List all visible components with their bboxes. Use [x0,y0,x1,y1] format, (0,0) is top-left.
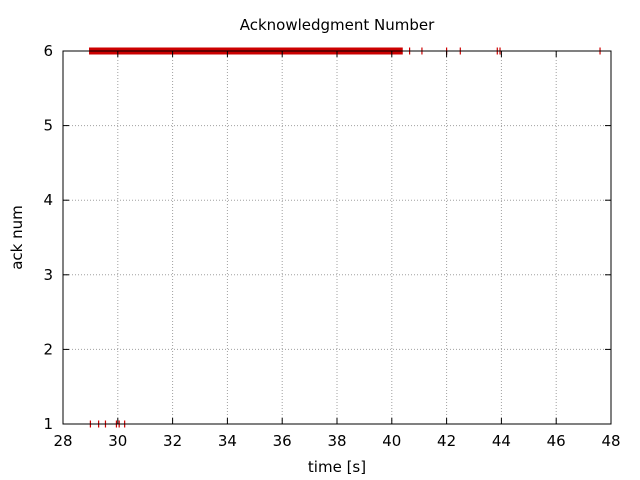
x-tick-label: 40 [382,432,401,450]
x-tick-label: 44 [492,432,511,450]
y-tick-label: 2 [43,340,53,358]
data-layer [89,47,601,428]
x-axis-label: time [s] [308,458,366,476]
x-tick-label: 42 [437,432,456,450]
x-tick-label: 36 [273,432,292,450]
y-tick-label: 1 [43,415,53,433]
y-tick-label: 6 [43,42,53,60]
x-tick-label: 34 [218,432,237,450]
x-tick-label: 38 [327,432,346,450]
x-tick-label: 32 [163,432,182,450]
x-tick-label: 30 [108,432,127,450]
y-tick-label: 3 [43,266,53,284]
x-tick-label: 28 [53,432,72,450]
chart-title: Acknowledgment Number [240,16,435,34]
x-tick-label: 46 [547,432,566,450]
x-tick-label: 48 [601,432,620,450]
y-tick-label: 5 [43,117,53,135]
y-axis-label: ack num [8,205,26,270]
grid-layer [63,51,611,424]
y-tick-label: 4 [43,191,53,209]
